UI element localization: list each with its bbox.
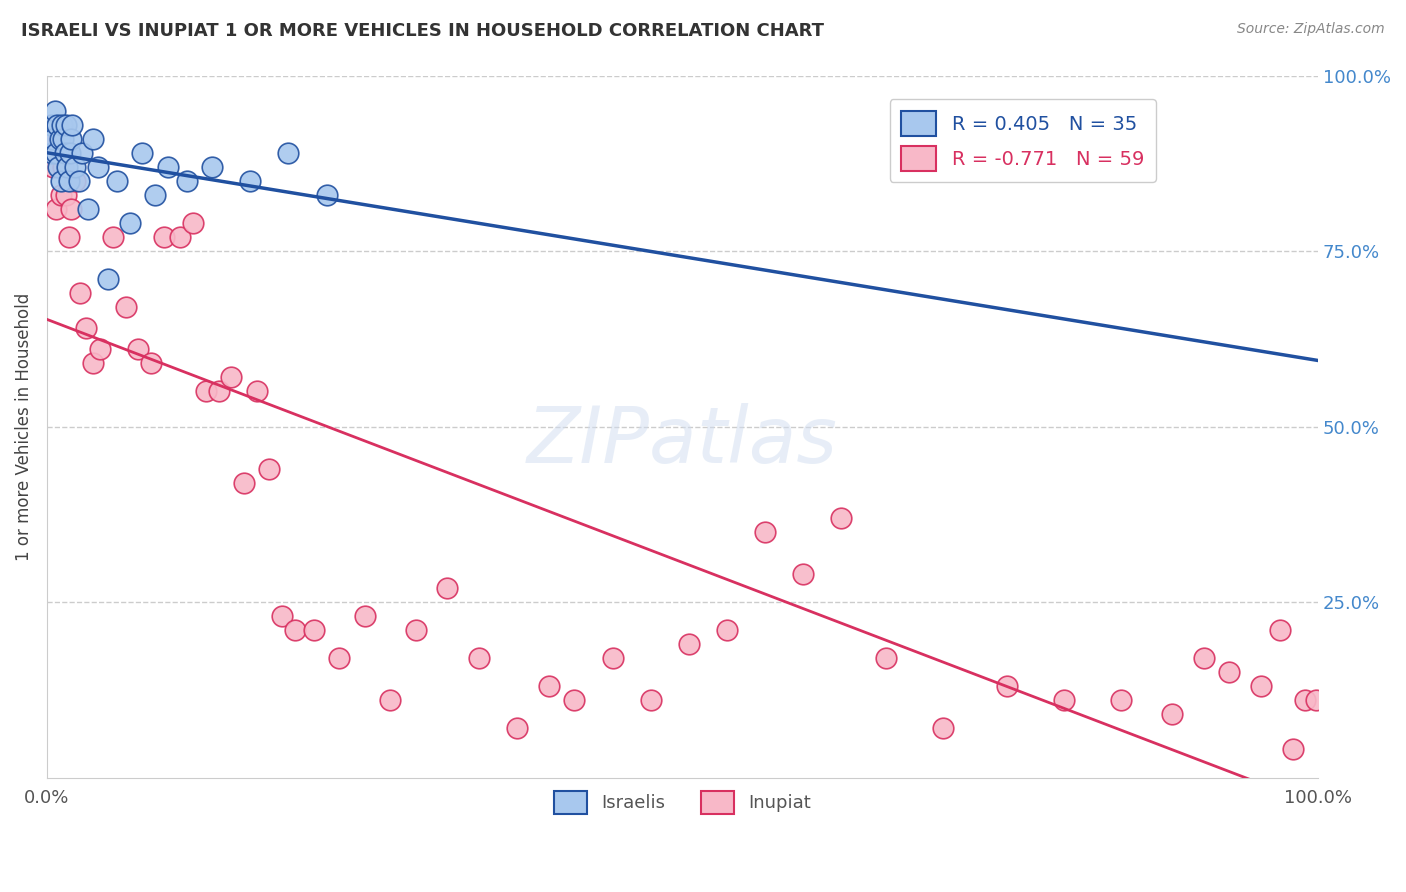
- Point: [153, 230, 176, 244]
- Point: [87, 160, 110, 174]
- Point: [194, 384, 217, 399]
- Point: [55, 118, 77, 132]
- Text: ISRAELI VS INUPIAT 1 OR MORE VEHICLES IN HOUSEHOLD CORRELATION CHART: ISRAELI VS INUPIAT 1 OR MORE VEHICLES IN…: [21, 22, 824, 40]
- Point: [46, 160, 69, 174]
- Point: [315, 187, 337, 202]
- Point: [792, 566, 814, 581]
- Point: [63, 174, 86, 188]
- Point: [82, 356, 104, 370]
- Point: [1250, 679, 1272, 693]
- Point: [49, 187, 72, 202]
- Point: [72, 145, 94, 160]
- Point: [875, 651, 897, 665]
- Point: [51, 118, 73, 132]
- Point: [716, 623, 738, 637]
- Point: [277, 145, 299, 160]
- Point: [537, 679, 560, 693]
- Text: ZIPatlas: ZIPatlas: [527, 402, 838, 479]
- Point: [39, 118, 62, 132]
- Point: [42, 160, 65, 174]
- Point: [640, 693, 662, 707]
- Point: [139, 356, 162, 370]
- Point: [46, 145, 69, 160]
- Point: [48, 131, 70, 145]
- Point: [118, 216, 141, 230]
- Point: [75, 321, 97, 335]
- Point: [82, 131, 104, 145]
- Point: [143, 187, 166, 202]
- Point: [127, 343, 149, 357]
- Point: [201, 160, 224, 174]
- Point: [995, 679, 1018, 693]
- Point: [56, 160, 79, 174]
- Point: [239, 174, 262, 188]
- Point: [60, 202, 83, 216]
- Point: [101, 230, 124, 244]
- Text: Source: ZipAtlas.com: Source: ZipAtlas.com: [1237, 22, 1385, 37]
- Point: [1305, 693, 1327, 707]
- Point: [69, 286, 91, 301]
- Point: [378, 693, 401, 707]
- Point: [232, 475, 254, 490]
- Point: [207, 384, 229, 399]
- Point: [284, 623, 307, 637]
- Point: [302, 623, 325, 637]
- Point: [1053, 693, 1076, 707]
- Point: [181, 216, 204, 230]
- Point: [932, 722, 955, 736]
- Point: [436, 581, 458, 595]
- Point: [156, 160, 179, 174]
- Point: [405, 623, 427, 637]
- Point: [219, 370, 242, 384]
- Point: [39, 131, 62, 145]
- Point: [76, 202, 98, 216]
- Point: [754, 524, 776, 539]
- Point: [1192, 651, 1215, 665]
- Point: [45, 202, 67, 216]
- Point: [60, 131, 83, 145]
- Point: [353, 609, 375, 624]
- Point: [44, 103, 66, 118]
- Point: [131, 145, 153, 160]
- Point: [328, 651, 350, 665]
- Point: [246, 384, 269, 399]
- Point: [63, 160, 86, 174]
- Point: [1161, 707, 1184, 722]
- Point: [45, 145, 67, 160]
- Point: [602, 651, 624, 665]
- Point: [176, 174, 198, 188]
- Point: [53, 145, 76, 160]
- Point: [46, 118, 69, 132]
- Legend: Israelis, Inupiat: Israelis, Inupiat: [543, 780, 821, 825]
- Y-axis label: 1 or more Vehicles in Household: 1 or more Vehicles in Household: [15, 293, 32, 561]
- Point: [1268, 623, 1291, 637]
- Point: [60, 118, 83, 132]
- Point: [271, 609, 294, 624]
- Point: [42, 131, 65, 145]
- Point: [89, 343, 111, 357]
- Point: [1294, 693, 1316, 707]
- Point: [97, 272, 120, 286]
- Point: [59, 145, 82, 160]
- Point: [506, 722, 529, 736]
- Point: [1109, 693, 1132, 707]
- Point: [67, 174, 90, 188]
- Point: [58, 174, 80, 188]
- Point: [1218, 665, 1240, 680]
- Point: [1281, 742, 1303, 756]
- Point: [58, 230, 80, 244]
- Point: [49, 174, 72, 188]
- Point: [259, 461, 281, 475]
- Point: [105, 174, 128, 188]
- Point: [564, 693, 586, 707]
- Point: [52, 160, 75, 174]
- Point: [114, 300, 136, 314]
- Point: [830, 510, 852, 524]
- Point: [41, 145, 63, 160]
- Point: [169, 230, 191, 244]
- Point: [678, 637, 700, 651]
- Point: [52, 131, 75, 145]
- Point: [55, 187, 77, 202]
- Point: [468, 651, 491, 665]
